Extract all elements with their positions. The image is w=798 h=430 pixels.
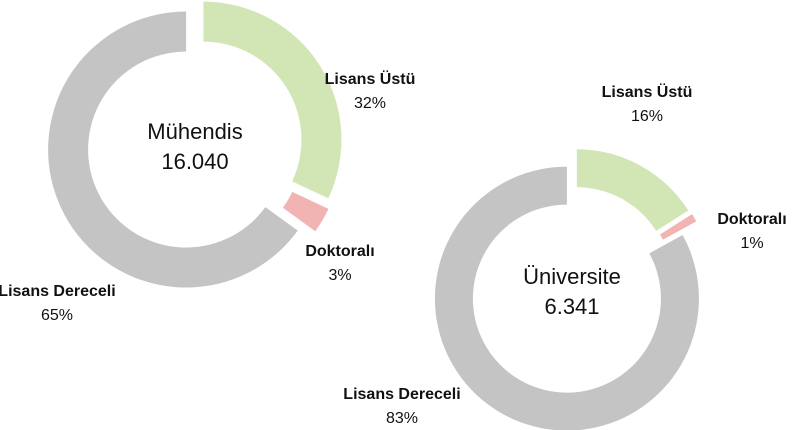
percent-label: 83%: [386, 410, 418, 427]
donut-segment: [576, 149, 689, 231]
category-label: Lisans Üstü: [325, 69, 416, 88]
category-label: Lisans Dereceli: [343, 386, 460, 403]
donut-segment: [659, 214, 697, 240]
category-label: Lisans Üstü: [602, 82, 693, 101]
donut-segment: [48, 11, 298, 288]
category-label: Doktoralı: [305, 243, 374, 260]
percent-label: 3%: [328, 267, 351, 284]
percent-label: 65%: [41, 307, 73, 324]
category-label: Lisans Dereceli: [0, 283, 116, 300]
donut-segment: [282, 191, 329, 232]
donut-segment: [203, 1, 342, 199]
percent-label: 1%: [740, 235, 763, 252]
donut-chart: Lisans Üstü 32% Doktoralı 3% Lisans Dereceli…: [0, 1, 416, 324]
percent-label: 16%: [631, 108, 663, 125]
category-label: Doktoralı: [717, 211, 786, 228]
percent-label: 32%: [354, 95, 386, 112]
donut-chart: Lisans Üstü 16% Doktoralı 1% Lisans Dereceli…: [343, 82, 787, 430]
center-label: Mühendis: [147, 119, 242, 144]
center-total: 6.341: [544, 294, 599, 319]
center-label: Üniversite: [523, 264, 621, 289]
center-total: 16.040: [161, 149, 228, 174]
